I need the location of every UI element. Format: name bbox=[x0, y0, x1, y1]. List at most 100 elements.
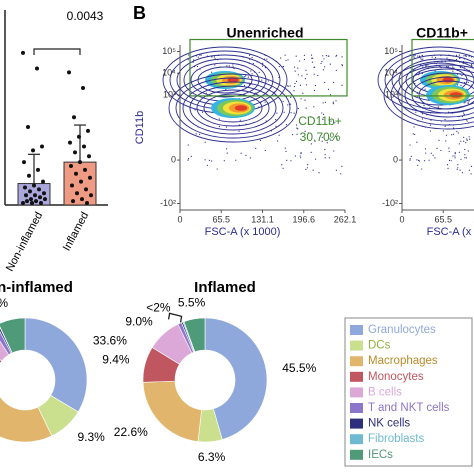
event-dot bbox=[464, 154, 466, 156]
event-dot bbox=[289, 103, 292, 105]
event-dot bbox=[305, 168, 307, 170]
data-point bbox=[30, 201, 34, 206]
event-dot bbox=[322, 118, 324, 121]
event-dot bbox=[290, 96, 292, 98]
legend-label: DCs bbox=[368, 340, 391, 352]
event-dot bbox=[463, 140, 465, 142]
event-dot bbox=[297, 128, 299, 130]
event-dot bbox=[262, 62, 264, 64]
event-dot bbox=[187, 159, 189, 161]
event-dot bbox=[310, 151, 312, 153]
event-dot bbox=[258, 71, 260, 73]
event-dot bbox=[452, 155, 454, 157]
event-dot bbox=[243, 84, 246, 87]
event-dot bbox=[326, 142, 328, 144]
flow-plot bbox=[377, 46, 474, 175]
value-label: 45.5% bbox=[282, 361, 316, 375]
event-dot bbox=[459, 57, 461, 59]
event-dot bbox=[420, 64, 422, 66]
event-dot bbox=[324, 157, 326, 159]
event-dot bbox=[454, 153, 456, 155]
event-dot bbox=[293, 85, 296, 88]
event-dot bbox=[251, 57, 253, 59]
data-point bbox=[37, 187, 41, 192]
event-dot bbox=[300, 153, 302, 155]
event-dot bbox=[321, 60, 323, 63]
y-tick-label: 10⁵ bbox=[384, 46, 398, 56]
event-dot bbox=[200, 54, 202, 56]
event-dot bbox=[438, 139, 440, 141]
event-dot bbox=[228, 65, 230, 67]
event-dot bbox=[467, 81, 469, 83]
event-dot bbox=[295, 55, 297, 57]
legend-swatch bbox=[350, 418, 363, 429]
data-point bbox=[89, 193, 93, 198]
data-point bbox=[84, 187, 88, 192]
y-axis-label: CD11b bbox=[134, 111, 146, 144]
event-dot bbox=[297, 67, 299, 69]
contour bbox=[418, 80, 474, 110]
y-tick-label: 10⁴ bbox=[384, 68, 398, 78]
data-point bbox=[82, 144, 86, 149]
event-dot bbox=[240, 152, 242, 154]
event-dot bbox=[311, 61, 314, 63]
event-dot bbox=[211, 71, 213, 73]
event-dot bbox=[290, 112, 292, 114]
event-dot bbox=[283, 111, 285, 113]
event-dot bbox=[291, 134, 294, 136]
event-dot bbox=[454, 157, 456, 159]
event-dot bbox=[304, 130, 306, 132]
event-dot bbox=[313, 106, 315, 108]
y-tick-label: 10³ bbox=[385, 89, 398, 99]
event-dot bbox=[456, 168, 458, 170]
event-dot bbox=[296, 124, 298, 126]
event-dot bbox=[328, 157, 330, 159]
data-point bbox=[87, 154, 91, 159]
contour bbox=[196, 89, 270, 127]
event-dot bbox=[469, 138, 471, 140]
event-dot bbox=[457, 167, 459, 169]
event-dot bbox=[310, 116, 312, 118]
event-dot bbox=[276, 112, 278, 114]
event-dot bbox=[276, 140, 279, 142]
event-dot bbox=[285, 150, 287, 153]
event-dot bbox=[420, 58, 422, 60]
event-dot bbox=[226, 148, 228, 150]
event-dot bbox=[188, 54, 190, 56]
contour bbox=[384, 50, 474, 110]
legend-swatch bbox=[350, 371, 363, 382]
y-tick-label: 0 bbox=[171, 154, 176, 164]
event-dot bbox=[457, 132, 459, 134]
event-dot bbox=[328, 119, 330, 121]
y-tick-label: -10² bbox=[160, 198, 176, 208]
pie-title: Inflamed bbox=[194, 279, 256, 296]
contour-core bbox=[449, 92, 463, 98]
significance-bracket bbox=[33, 48, 81, 55]
event-dot bbox=[436, 147, 438, 149]
event-dot bbox=[416, 159, 418, 161]
event-dot bbox=[463, 55, 465, 57]
event-dot bbox=[285, 124, 288, 126]
data-point bbox=[36, 167, 40, 172]
event-dot bbox=[334, 122, 336, 124]
event-dot bbox=[321, 112, 323, 114]
event-dot bbox=[463, 102, 465, 104]
event-dot bbox=[278, 134, 280, 136]
event-dot bbox=[414, 54, 416, 56]
event-dot bbox=[190, 155, 192, 157]
pie-segment bbox=[0, 395, 53, 443]
event-dot bbox=[250, 70, 252, 72]
event-dot bbox=[322, 113, 325, 115]
event-dot bbox=[264, 67, 267, 69]
data-point bbox=[35, 66, 39, 71]
event-dot bbox=[193, 59, 195, 61]
value-label: 9.4% bbox=[102, 352, 130, 366]
event-dot bbox=[467, 150, 469, 152]
event-dot bbox=[467, 101, 469, 103]
event-dot bbox=[197, 56, 199, 58]
x-tick-label: 0 bbox=[177, 214, 182, 224]
event-dot bbox=[295, 80, 298, 82]
event-dot bbox=[225, 126, 228, 128]
event-dot bbox=[275, 125, 277, 127]
data-point bbox=[88, 175, 92, 180]
